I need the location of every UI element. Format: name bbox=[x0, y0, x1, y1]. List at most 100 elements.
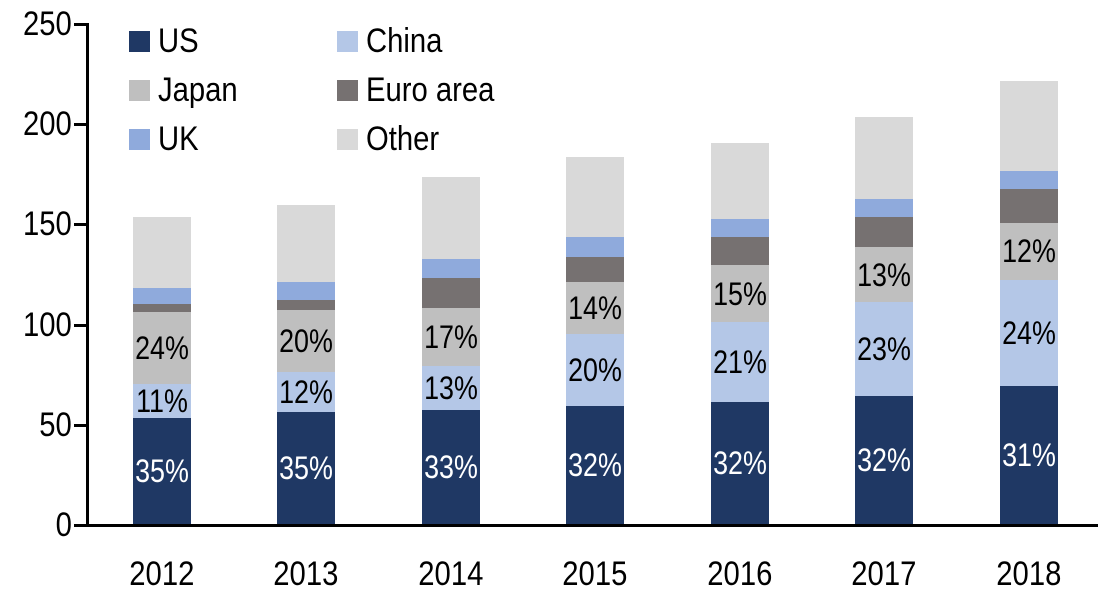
bar-segment-2016-uk bbox=[710, 219, 769, 238]
bar-segment-2017-us bbox=[855, 395, 913, 524]
bar-label-2018-us-text: 31% bbox=[1001, 436, 1056, 473]
x-label-2012: 2012 bbox=[102, 556, 222, 592]
x-label-2014: 2014 bbox=[391, 556, 511, 592]
bar-label-2015-china-text: 20% bbox=[568, 351, 622, 388]
y-tick-label-250-text: 250 bbox=[23, 5, 72, 43]
bar-segment-2014-china bbox=[421, 365, 480, 410]
bar-label-2017-china: 23% bbox=[852, 333, 916, 365]
y-tick-label-200-text: 200 bbox=[23, 105, 72, 143]
legend-swatch-other bbox=[337, 129, 358, 150]
bar-label-2012-us-text: 35% bbox=[134, 452, 189, 489]
bar-segment-2013-us bbox=[277, 411, 335, 524]
bar-label-2017-us-text: 32% bbox=[857, 441, 911, 478]
bar-segment-2012-japan bbox=[132, 311, 191, 384]
bar-segment-2015-uk bbox=[566, 237, 624, 258]
bar-label-2018-japan-text: 12% bbox=[1001, 233, 1056, 270]
bar-segment-2014-uk bbox=[421, 259, 480, 278]
legend-label-us-text: US bbox=[158, 22, 199, 60]
bar-segment-2017-uk bbox=[855, 199, 913, 218]
bar-label-2015-china: 20% bbox=[563, 354, 627, 386]
y-tick-label-150: 150 bbox=[0, 207, 72, 241]
y-tick-250 bbox=[74, 23, 86, 26]
bar-segment-2017-euro-area bbox=[855, 217, 913, 248]
bar-segment-2014-other bbox=[421, 177, 480, 260]
y-tick-150 bbox=[74, 223, 86, 226]
bar-segment-2014-euro-area bbox=[421, 277, 480, 308]
bar-segment-2018-other bbox=[999, 81, 1058, 172]
bar-segment-2015-japan bbox=[566, 281, 624, 334]
bar-label-2017-us: 32% bbox=[852, 444, 916, 476]
bar-label-2014-china: 13% bbox=[418, 372, 482, 404]
y-tick-label-100-text: 100 bbox=[23, 306, 72, 344]
bar-segment-2012-other bbox=[132, 217, 191, 288]
bar-label-2017-japan: 13% bbox=[852, 259, 916, 291]
bar-label-2018-japan: 12% bbox=[996, 235, 1060, 267]
bar-label-2014-us: 33% bbox=[418, 451, 482, 483]
legend-label-us: US bbox=[158, 24, 205, 58]
legend-label-euro-area-text: Euro area bbox=[366, 71, 495, 109]
bar-label-2013-china: 12% bbox=[274, 376, 338, 408]
bar-segment-2012-us bbox=[132, 417, 191, 524]
bar-label-2012-us: 35% bbox=[129, 455, 193, 487]
bar-segment-2017-other bbox=[855, 117, 913, 200]
bar-label-2018-china-text: 24% bbox=[1001, 314, 1056, 351]
y-tick-50 bbox=[74, 424, 86, 427]
bar-segment-2018-euro-area bbox=[999, 189, 1058, 224]
bar-segment-2013-euro-area bbox=[277, 299, 335, 310]
bar-label-2012-china: 11% bbox=[131, 385, 193, 417]
x-axis-line bbox=[74, 524, 1098, 527]
bar-segment-2018-us bbox=[999, 385, 1058, 524]
bar-segment-2013-japan bbox=[277, 309, 335, 372]
bar-segment-2016-china bbox=[710, 321, 769, 402]
bar-label-2012-japan: 24% bbox=[129, 332, 193, 364]
y-tick-label-0-text: 0 bbox=[55, 506, 72, 544]
x-label-2015: 2015 bbox=[535, 556, 655, 592]
legend-swatch-japan bbox=[129, 80, 150, 101]
bar-label-2013-china-text: 12% bbox=[279, 373, 333, 410]
legend-label-china: China bbox=[366, 24, 455, 58]
legend-label-japan: Japan bbox=[158, 73, 251, 107]
legend-label-euro-area: Euro area bbox=[366, 73, 515, 107]
bar-segment-2015-us bbox=[566, 405, 624, 524]
x-label-2016-text: 2016 bbox=[706, 555, 773, 593]
bar-segment-2012-euro-area bbox=[132, 303, 191, 312]
bar-label-2016-japan-text: 15% bbox=[712, 275, 767, 312]
x-label-2015-text: 2015 bbox=[562, 555, 628, 593]
bar-label-2012-japan-text: 24% bbox=[134, 329, 189, 366]
y-tick-label-0: 0 bbox=[0, 508, 72, 542]
legend-label-other: Other bbox=[366, 122, 451, 156]
legend-label-uk-text: UK bbox=[158, 120, 199, 158]
bar-segment-2014-japan bbox=[421, 307, 480, 366]
x-label-2016: 2016 bbox=[680, 556, 800, 592]
bar-label-2015-japan-text: 14% bbox=[568, 289, 622, 326]
legend-swatch-uk bbox=[129, 129, 150, 150]
y-axis-line bbox=[86, 23, 89, 527]
y-tick-label-200: 200 bbox=[0, 107, 72, 141]
bar-label-2013-japan: 20% bbox=[274, 325, 338, 357]
y-tick-label-250: 250 bbox=[0, 7, 72, 41]
bar-label-2016-china: 21% bbox=[707, 346, 771, 378]
bar-segment-2018-japan bbox=[999, 223, 1058, 280]
bar-label-2017-japan-text: 13% bbox=[857, 256, 911, 293]
bar-segment-2017-china bbox=[855, 301, 913, 396]
bar-segment-2013-other bbox=[277, 205, 335, 282]
x-label-2018-text: 2018 bbox=[995, 555, 1062, 593]
x-label-2017-text: 2017 bbox=[851, 555, 917, 593]
bar-segment-2017-japan bbox=[855, 247, 913, 302]
x-label-2013: 2013 bbox=[246, 556, 366, 592]
legend-label-china-text: China bbox=[366, 22, 443, 60]
bar-label-2014-us-text: 33% bbox=[423, 448, 478, 485]
legend-swatch-us bbox=[129, 31, 150, 52]
bar-segment-2013-uk bbox=[277, 281, 335, 300]
x-label-2013-text: 2013 bbox=[273, 555, 339, 593]
x-label-2017: 2017 bbox=[824, 556, 944, 592]
bar-segment-2016-euro-area bbox=[710, 237, 769, 266]
bar-label-2016-us-text: 32% bbox=[712, 444, 767, 481]
bar-segment-2015-euro-area bbox=[566, 257, 624, 282]
bar-label-2013-us-text: 35% bbox=[279, 449, 333, 486]
x-label-2012-text: 2012 bbox=[128, 555, 195, 593]
bar-segment-2016-us bbox=[710, 401, 769, 524]
y-tick-label-50-text: 50 bbox=[39, 406, 72, 444]
bar-label-2014-japan: 17% bbox=[418, 321, 482, 353]
